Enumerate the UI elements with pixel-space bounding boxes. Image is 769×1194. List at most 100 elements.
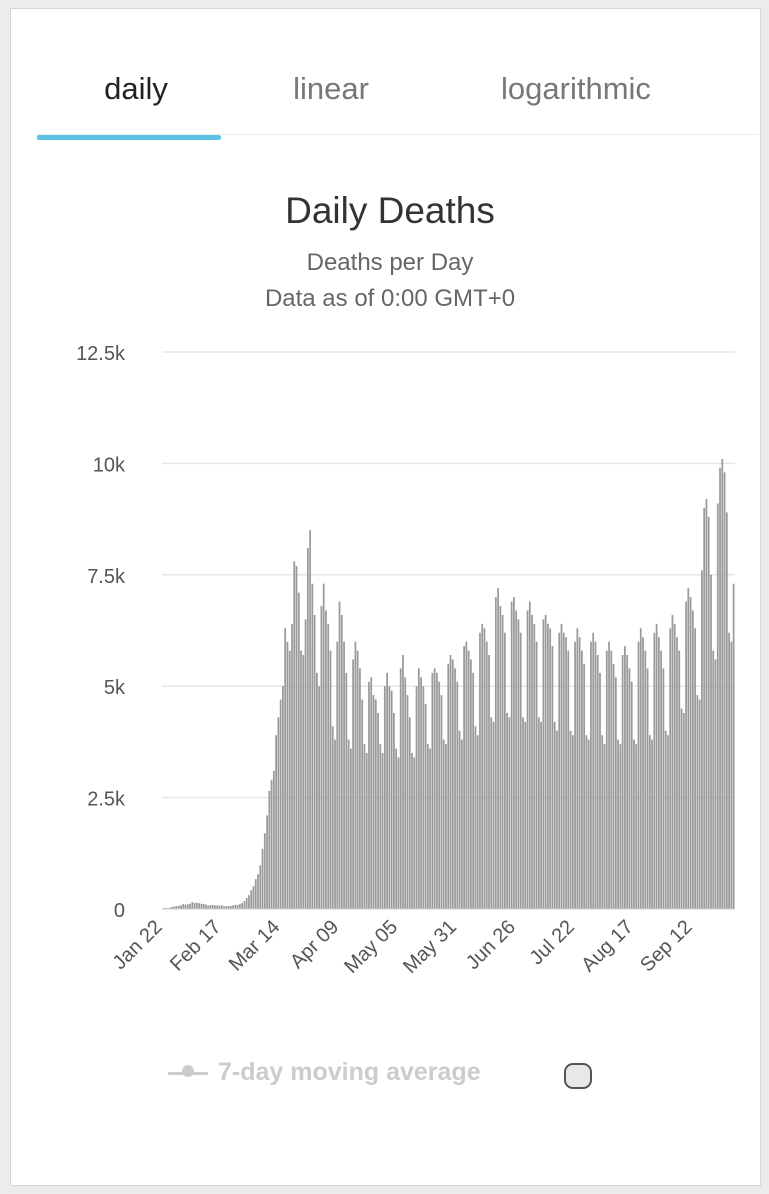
active-tab-indicator	[37, 135, 221, 140]
bar	[601, 735, 604, 909]
daily-deaths-chart: 0 2.5k 5k 7.5k 10k 12.5k Jan 22 Feb 17 Mar 14 Apr…	[76, 343, 735, 978]
bar	[605, 650, 608, 909]
bar	[420, 677, 422, 909]
bar	[291, 623, 293, 909]
bar	[576, 628, 579, 909]
bar	[329, 650, 332, 909]
bar	[436, 672, 438, 909]
bar	[662, 668, 665, 909]
bar	[368, 681, 370, 909]
bar	[322, 583, 325, 909]
bar	[263, 833, 266, 909]
bar	[558, 632, 561, 909]
bar	[171, 907, 173, 909]
bar	[691, 610, 694, 909]
bar	[186, 904, 189, 909]
bar	[451, 659, 454, 909]
bar	[696, 695, 699, 909]
tab-divider	[37, 134, 759, 135]
bar	[719, 467, 721, 909]
bar	[445, 744, 447, 909]
x-tick-label: Apr 09	[286, 916, 343, 973]
bar	[560, 623, 563, 909]
bar	[657, 637, 660, 909]
bar	[417, 668, 420, 909]
bar	[571, 735, 574, 909]
bar	[481, 623, 484, 909]
legend-label: 7-day moving average	[218, 1058, 481, 1086]
bar	[205, 904, 207, 909]
bar	[288, 650, 291, 909]
bar	[390, 690, 393, 909]
bar	[295, 565, 298, 909]
bar	[216, 905, 219, 909]
bar	[229, 905, 232, 909]
bar	[236, 904, 239, 909]
bar	[399, 668, 402, 909]
bar	[648, 735, 651, 909]
bar	[628, 668, 631, 909]
bar	[184, 904, 187, 909]
bar	[580, 650, 583, 909]
bar	[619, 744, 622, 909]
bar	[474, 726, 477, 909]
x-tick-label: Aug 17	[577, 916, 637, 976]
bar	[386, 672, 388, 909]
bar	[370, 677, 373, 909]
bar	[220, 905, 223, 909]
bar	[646, 668, 649, 909]
tab-daily[interactable]: daily	[104, 71, 168, 106]
bar	[716, 503, 719, 909]
bar	[682, 712, 685, 909]
bar	[173, 906, 176, 909]
legend-item-moving-average[interactable]: 7-day moving average	[160, 1052, 580, 1092]
y-tick-label: 5k	[104, 677, 126, 699]
bar	[211, 904, 214, 909]
bar	[447, 663, 450, 909]
x-tick-label: Feb 17	[166, 916, 226, 976]
bar	[626, 655, 629, 909]
bar	[372, 695, 375, 909]
bar	[612, 663, 615, 909]
bar	[365, 753, 368, 909]
bar	[438, 681, 441, 909]
y-tick-label: 0	[114, 900, 125, 922]
bar	[732, 583, 735, 909]
bar	[510, 601, 513, 909]
bar	[449, 655, 452, 909]
bar	[252, 886, 255, 909]
bar	[388, 686, 391, 909]
bar	[223, 906, 225, 909]
bar	[429, 748, 432, 909]
bar	[349, 748, 352, 909]
bar	[320, 605, 323, 909]
bar	[585, 735, 588, 909]
bar	[490, 717, 493, 909]
chart-menu-button[interactable]	[564, 1063, 592, 1089]
bar	[309, 530, 311, 909]
bar	[524, 721, 527, 909]
tab-logarithmic[interactable]: logarithmic	[501, 71, 651, 106]
bar	[660, 650, 663, 909]
bar	[227, 905, 230, 909]
x-tick-label: Jul 22	[526, 916, 579, 969]
bar	[180, 905, 182, 909]
bar	[463, 646, 465, 909]
bar	[635, 744, 638, 909]
bar	[703, 507, 706, 909]
bar	[397, 757, 400, 909]
bar	[302, 655, 305, 909]
bar	[714, 659, 717, 909]
bar	[383, 686, 386, 909]
bar	[685, 601, 687, 909]
bar	[177, 905, 180, 909]
bar	[673, 623, 676, 909]
bar	[547, 623, 549, 909]
bar	[318, 686, 321, 909]
bar	[352, 659, 355, 909]
bar	[544, 614, 547, 909]
bar	[404, 677, 407, 909]
bar	[519, 632, 522, 909]
tab-linear[interactable]: linear	[293, 71, 369, 106]
bar	[472, 672, 475, 909]
